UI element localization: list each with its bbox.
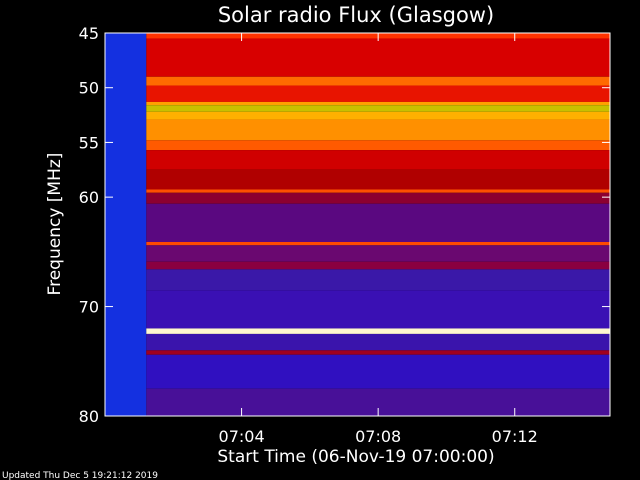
x-tick-label: 07:08 <box>355 427 401 446</box>
spectrum-band <box>146 105 611 112</box>
spectrum-band <box>146 150 611 170</box>
spectrum-band <box>146 350 611 355</box>
spectrum-band <box>146 189 611 193</box>
spectrum-band <box>146 111 611 120</box>
x-tick-label: 07:04 <box>219 427 265 446</box>
y-tick-label: 55 <box>79 133 99 152</box>
spectrum-band <box>146 328 611 334</box>
spectrum-band <box>146 354 611 389</box>
chart-title: Solar radio Flux (Glasgow) <box>218 3 494 27</box>
y-tick-label: 50 <box>79 79 99 98</box>
spectrum-band <box>146 269 611 291</box>
spectrum-band <box>146 261 611 270</box>
spectrum-band <box>146 101 611 106</box>
spectrum-band <box>146 242 611 246</box>
y-axis-label: Frequency [MHz] <box>45 153 65 296</box>
updated-timestamp: Updated Thu Dec 5 19:21:12 2019 <box>2 471 158 480</box>
y-tick-label: 80 <box>79 407 99 426</box>
spectrum-band <box>146 119 611 141</box>
spectrum-band <box>146 38 611 77</box>
spectrum-band <box>146 169 611 190</box>
y-tick-label: 70 <box>79 298 99 317</box>
x-axis-ticks: 07:04 07:08 07:12 <box>219 33 538 446</box>
spectrum-band <box>146 245 611 262</box>
spectrum-band <box>146 85 611 102</box>
y-axis-ticks: 45 50 55 60 70 80 <box>79 24 610 426</box>
y-tick-label: 45 <box>79 24 99 43</box>
y-tick-label: 60 <box>79 188 99 207</box>
x-tick-label: 07:12 <box>492 427 538 446</box>
pre-event-region <box>105 33 147 416</box>
plot-area <box>105 33 611 416</box>
x-axis-label: Start Time (06-Nov-19 07:00:00) <box>217 447 494 467</box>
plot-frame <box>104 32 611 417</box>
spectrum-band <box>146 333 611 351</box>
spectrum-band <box>146 290 611 329</box>
spectrum-band <box>146 192 611 204</box>
spectrum-band <box>146 76 611 86</box>
spectrum-band <box>146 140 611 151</box>
spectrum-band <box>146 203 611 243</box>
